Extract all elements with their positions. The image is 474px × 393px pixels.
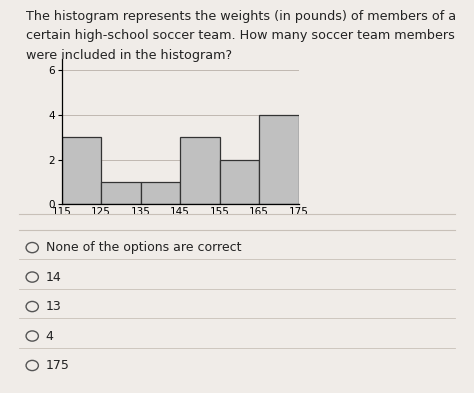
Text: The histogram represents the weights (in pounds) of members of a: The histogram represents the weights (in… [26, 10, 456, 23]
Text: were included in the histogram?: were included in the histogram? [26, 49, 232, 62]
Bar [259, 115, 299, 204]
Bar [101, 182, 141, 204]
Text: 13: 13 [46, 300, 61, 313]
Text: 14: 14 [46, 270, 61, 284]
Bar [219, 160, 259, 204]
Text: 175: 175 [46, 359, 69, 372]
Text: 4: 4 [46, 329, 54, 343]
Text: None of the options are correct: None of the options are correct [46, 241, 241, 254]
Bar [62, 137, 101, 204]
Bar [141, 182, 180, 204]
Text: certain high-school soccer team. How many soccer team members: certain high-school soccer team. How man… [26, 29, 455, 42]
Bar [180, 137, 219, 204]
